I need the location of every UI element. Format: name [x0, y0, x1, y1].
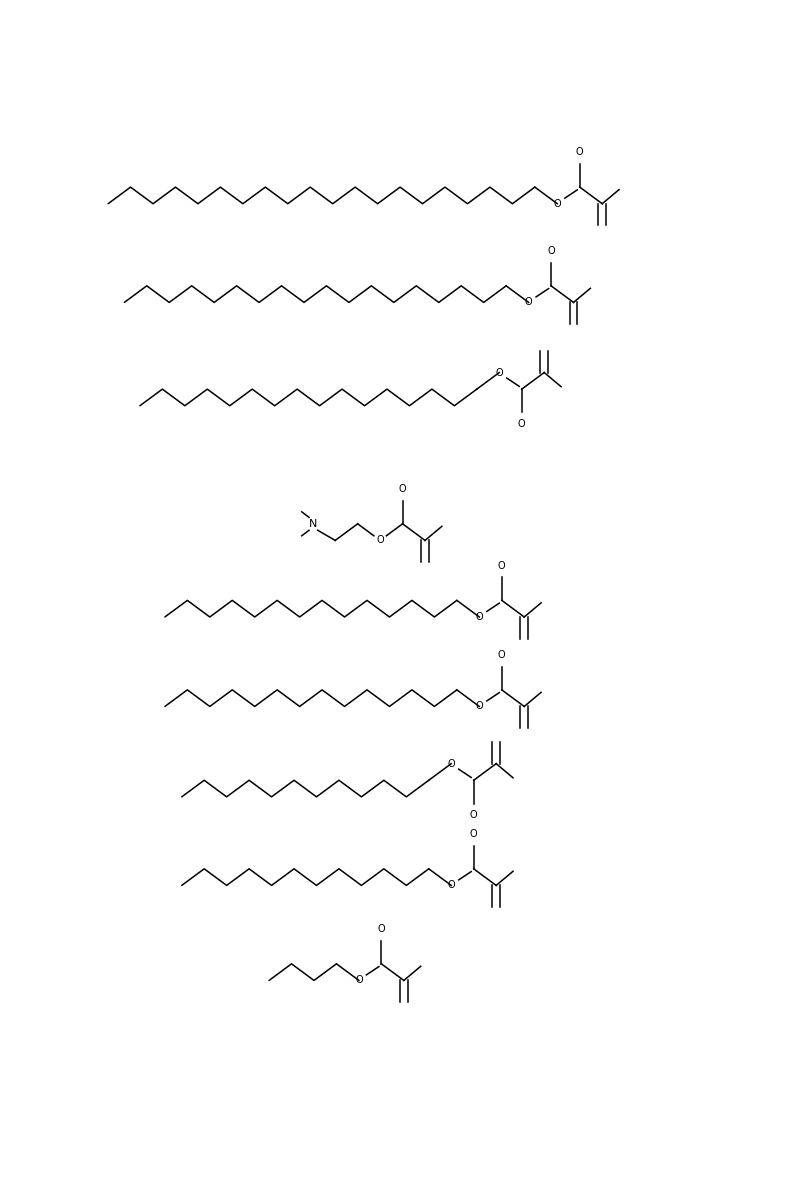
Text: N: N [308, 519, 317, 528]
Text: O: O [476, 612, 483, 622]
Text: O: O [448, 758, 455, 769]
Text: O: O [554, 199, 561, 208]
Text: O: O [498, 651, 506, 660]
Text: O: O [398, 484, 407, 494]
Text: O: O [355, 975, 363, 986]
Text: O: O [470, 829, 477, 839]
Text: O: O [448, 881, 455, 890]
Text: O: O [470, 810, 477, 819]
Text: O: O [547, 246, 555, 256]
Text: O: O [376, 536, 384, 545]
Text: O: O [576, 147, 584, 157]
Text: O: O [518, 419, 526, 429]
Text: O: O [378, 924, 385, 934]
Text: O: O [476, 702, 483, 712]
Text: O: O [495, 368, 503, 377]
Text: O: O [498, 561, 506, 570]
Text: O: O [525, 297, 532, 308]
